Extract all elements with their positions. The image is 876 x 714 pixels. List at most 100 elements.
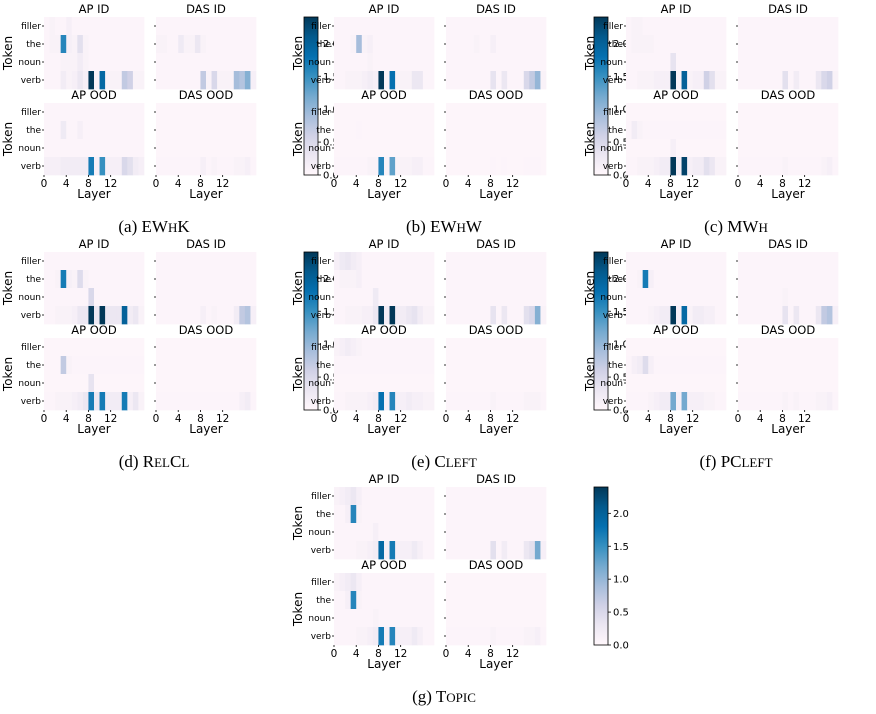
- x-tick-label: 4: [465, 648, 472, 660]
- heatmap-cell: [367, 338, 374, 357]
- heatmap-cell: [738, 71, 744, 90]
- heatmap-cell: [659, 139, 666, 158]
- heatmap-cell: [222, 17, 229, 36]
- heatmap-cell: [799, 157, 806, 176]
- heatmap-cell: [361, 356, 368, 375]
- heatmap-cell: [161, 139, 168, 158]
- heatmap-cell: [642, 252, 649, 271]
- heatmap-cell: [529, 609, 536, 628]
- heatmap-cell: [82, 270, 89, 289]
- heatmap-cell: [200, 71, 207, 90]
- y-tick-label: the: [26, 275, 41, 285]
- caption-text: K: [177, 217, 190, 236]
- heatmap-cell: [411, 103, 418, 122]
- heatmap-cell: [77, 17, 84, 36]
- heatmap-cell: [189, 35, 196, 54]
- heatmap-cell: [626, 71, 632, 90]
- heatmap-cell: [178, 306, 185, 325]
- heatmap-cell: [77, 374, 84, 393]
- colorbar-bar: [593, 251, 609, 411]
- heatmap-cell: [490, 53, 497, 72]
- heatmap-cell: [754, 157, 761, 176]
- heatmap-cell: [653, 53, 660, 72]
- x-tick-label: 12: [394, 178, 407, 190]
- y-axis-label: Token: [291, 36, 305, 71]
- panel-title: DAS OOD: [179, 88, 234, 102]
- heatmap-cell: [77, 270, 84, 289]
- heatmap-cell: [49, 270, 56, 289]
- heatmap-cell: [496, 53, 502, 72]
- heatmap-cell: [400, 609, 407, 628]
- heatmap-cell: [49, 121, 56, 140]
- heatmap-cell: [389, 157, 396, 176]
- heatmap-cell: [334, 306, 340, 325]
- y-tick-label: verb: [311, 632, 332, 642]
- x-axis-label: Layer: [479, 422, 513, 436]
- heatmap-cell: [788, 338, 794, 357]
- heatmap-cell: [233, 338, 240, 357]
- heatmap-cell: [239, 103, 246, 122]
- heatmap-cell: [714, 157, 721, 176]
- heatmap-cell: [714, 121, 721, 140]
- heatmap-cell: [749, 17, 756, 36]
- heatmap-cell: [507, 252, 514, 271]
- heatmap-cell: [372, 356, 379, 375]
- heatmap-cell: [156, 121, 162, 140]
- heatmap-cell: [473, 35, 480, 54]
- heatmap-cell: [637, 53, 644, 72]
- heatmap-cell: [167, 356, 174, 375]
- heatmap-cell: [361, 157, 368, 176]
- y-axis-label: Token: [1, 357, 15, 392]
- heatmap-cell: [211, 288, 218, 307]
- heatmap-cell: [799, 139, 806, 158]
- heatmap-cell: [776, 356, 783, 375]
- colorbar: 0.00.51.01.52.0: [593, 251, 629, 417]
- heatmap-cell: [132, 17, 139, 36]
- heatmap-cell: [395, 306, 402, 325]
- y-tick-label: the: [316, 510, 331, 520]
- heatmap-cell: [507, 627, 514, 646]
- heatmap-cell: [738, 374, 744, 393]
- heatmap-cell: [350, 157, 357, 176]
- heatmap-cell: [367, 252, 374, 271]
- y-tick-label: verb: [311, 397, 332, 407]
- heatmap-cell: [217, 338, 224, 357]
- heatmap-cell: [189, 392, 196, 411]
- heatmap-cell: [815, 338, 822, 357]
- heatmap-cell: [540, 573, 547, 592]
- heatmap-cell: [105, 338, 112, 357]
- heatmap-cell: [793, 270, 800, 289]
- heatmap-cell: [681, 53, 688, 72]
- heatmap-cell: [626, 139, 632, 158]
- heatmap-cell: [66, 252, 73, 271]
- heatmap-cell: [356, 573, 363, 592]
- heatmap-cell: [698, 139, 705, 158]
- heatmap-cell: [99, 374, 106, 393]
- heatmap-cell: [99, 103, 106, 122]
- heatmap-cell: [389, 121, 396, 140]
- heatmap-cell: [222, 306, 229, 325]
- x-tick-label: 0: [443, 648, 450, 660]
- heatmap-cell: [339, 252, 346, 271]
- heatmap-cell: [339, 35, 346, 54]
- heatmap-cell: [228, 139, 235, 158]
- heatmap-cell: [406, 523, 413, 542]
- heatmap-cell: [496, 609, 502, 628]
- y-tick-label: the: [608, 126, 623, 136]
- heatmap-cell: [703, 53, 710, 72]
- heatmap-cell: [793, 157, 800, 176]
- heatmap-cell: [350, 53, 357, 72]
- heatmap-cell: [345, 523, 352, 542]
- heatmap-cell: [479, 306, 486, 325]
- heatmap-cell: [496, 252, 502, 271]
- heatmap-cell: [451, 609, 458, 628]
- heatmap-cell: [832, 374, 839, 393]
- heatmap-cell: [71, 392, 78, 411]
- heatmap-cell: [832, 252, 839, 271]
- heatmap-cell: [496, 288, 502, 307]
- colorbar-tick-label: 1.0: [323, 340, 339, 351]
- heatmap-cell: [116, 139, 123, 158]
